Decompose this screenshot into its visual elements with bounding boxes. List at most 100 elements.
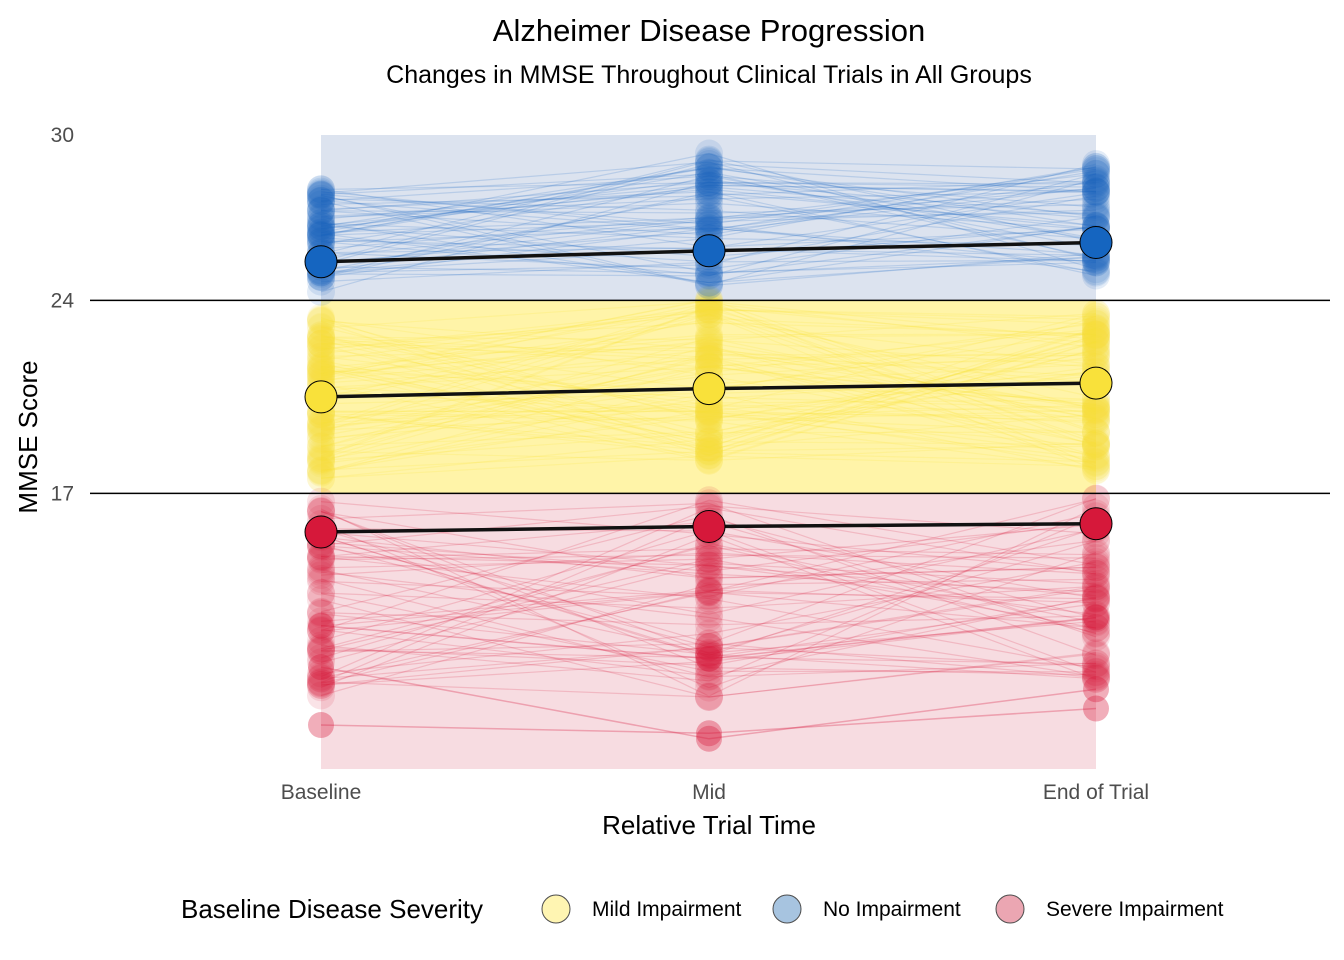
- trajectory-line: [320, 173, 1097, 258]
- trajectory-point: [695, 407, 723, 436]
- trajectory-point: [695, 325, 723, 354]
- trajectory-line: [320, 499, 1097, 632]
- trajectory-point: [695, 204, 723, 233]
- trajectory-point: [307, 355, 335, 384]
- trajectory-point: [1082, 406, 1110, 435]
- trajectory-point: [307, 306, 335, 335]
- trajectory-point: [695, 268, 723, 297]
- trajectory-line: [320, 334, 1097, 377]
- trajectory-point: [695, 427, 723, 456]
- trajectory-point: [695, 441, 723, 470]
- trajectory-point: [1082, 404, 1110, 433]
- trajectory-point: [1082, 652, 1110, 681]
- trajectory-point: [695, 647, 723, 676]
- trajectory-point: [695, 326, 723, 355]
- trajectory-point: [1082, 417, 1110, 446]
- trajectory-point: [1082, 321, 1110, 349]
- trajectory-line: [320, 314, 1097, 471]
- trajectory-point: [307, 597, 335, 626]
- mean-point: [692, 510, 726, 543]
- trajectory-line: [320, 302, 1097, 425]
- trajectory-point: [1082, 339, 1110, 368]
- trajectory-point: [307, 617, 335, 646]
- trajectory-line: [320, 523, 1097, 689]
- trajectory-point: [307, 411, 335, 440]
- trajectory-point: [1082, 577, 1110, 606]
- trajectory-point: [1083, 676, 1109, 703]
- trajectory-point: [1082, 153, 1110, 182]
- trajectory-point: [1082, 327, 1110, 356]
- trajectory-line: [320, 310, 1097, 442]
- trajectory-line: [320, 544, 1097, 648]
- legend-label: Mild Impairment: [592, 898, 742, 921]
- trajectory-point: [307, 212, 335, 241]
- trajectory-point: [695, 207, 723, 236]
- trajectory-point: [307, 307, 335, 336]
- trajectory-point: [307, 221, 335, 250]
- trajectory-point: [695, 404, 723, 433]
- trajectory-point: [307, 352, 335, 381]
- trajectory-point: [307, 437, 335, 466]
- trajectory-point: [307, 180, 335, 209]
- trajectory-point: [1082, 429, 1110, 458]
- trajectory-point: [307, 177, 335, 206]
- trajectory-point: [695, 433, 723, 462]
- trajectory-point: [1082, 155, 1110, 184]
- trajectory-line: [320, 353, 1097, 424]
- trajectory-point: [1082, 202, 1110, 231]
- trajectory-point: [307, 205, 335, 234]
- trajectory-line: [320, 561, 1097, 674]
- trajectory-point: [1082, 418, 1110, 447]
- trajectory-point: [1082, 613, 1110, 642]
- trajectory-point: [307, 464, 335, 493]
- trajectory-point: [695, 594, 723, 623]
- trajectory-point: [695, 287, 723, 316]
- trajectory-line: [320, 171, 1097, 239]
- trajectory-point: [1082, 451, 1110, 480]
- trajectory-point: [695, 427, 723, 456]
- trajectory-line: [320, 528, 1097, 615]
- trajectory-point: [695, 419, 723, 448]
- trajectory-point: [307, 449, 335, 478]
- trajectory-point: [1082, 604, 1110, 633]
- trajectory-line: [320, 341, 1097, 462]
- trajectory-line: [320, 510, 1097, 676]
- trajectory-point: [307, 334, 335, 362]
- trajectory-line: [320, 308, 1097, 428]
- trajectory-line: [320, 515, 1097, 682]
- trajectory-point: [1082, 429, 1110, 458]
- trajectory-point: [695, 489, 723, 518]
- trajectory-point: [1082, 618, 1110, 647]
- trajectory-point: [1082, 179, 1110, 207]
- trajectory-point: [1082, 649, 1110, 678]
- trajectory-point: [695, 610, 723, 639]
- trajectory-point: [307, 669, 335, 698]
- trajectory-point: [695, 165, 723, 194]
- trajectory-point: [1082, 315, 1110, 344]
- trajectory-point: [1082, 320, 1110, 349]
- trajectory-line: [320, 359, 1097, 430]
- trajectory-point: [695, 289, 723, 317]
- trajectory-point: [695, 323, 723, 352]
- trajectory-line: [320, 345, 1097, 460]
- trajectory-line: [320, 333, 1097, 369]
- trajectory-line: [320, 585, 1097, 609]
- trajectory-point: [695, 203, 723, 232]
- trajectory-point: [307, 196, 335, 225]
- trajectory-point: [695, 534, 723, 563]
- trajectory-point: [695, 295, 723, 324]
- trajectory-point: [1082, 654, 1110, 683]
- trajectory-point: [695, 437, 723, 466]
- trajectory-point: [695, 261, 723, 290]
- trajectory-point: [695, 351, 723, 380]
- trajectory-point: [1082, 405, 1110, 433]
- trajectory-point: [1082, 649, 1110, 678]
- trajectory-line: [320, 320, 1097, 379]
- trajectory-line: [320, 358, 1097, 448]
- trajectory-point: [307, 445, 335, 474]
- trajectory-point: [307, 329, 335, 358]
- trajectory-line: [320, 306, 1097, 459]
- trajectory-point: [307, 335, 335, 364]
- trajectory-point: [695, 323, 723, 351]
